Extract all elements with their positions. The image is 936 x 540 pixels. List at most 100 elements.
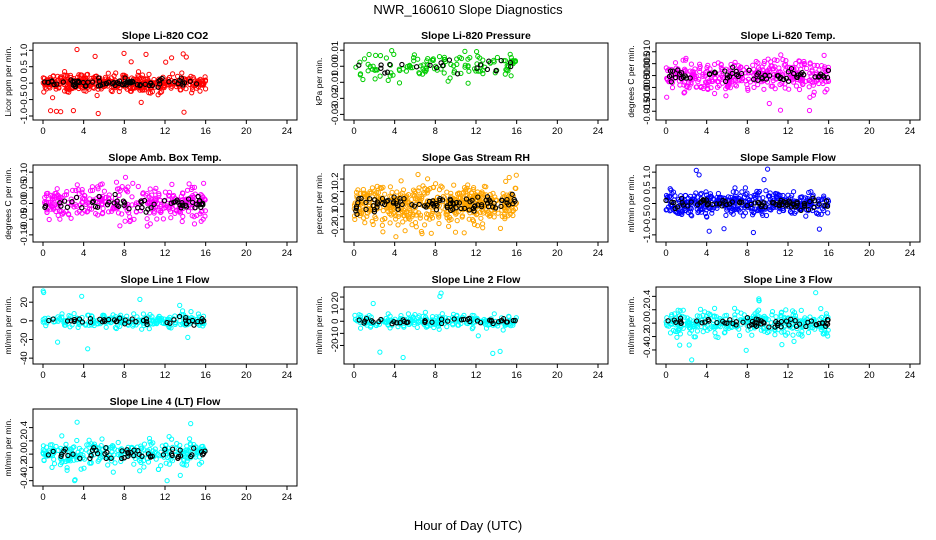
panel-line1: Slope Line 1 Flow 0 4 8 12 16 20 24 -40 -20 0 20 ml/… xyxy=(3,274,298,381)
data-point xyxy=(396,66,402,72)
y-tick-label: 0.000 xyxy=(642,64,653,88)
data-point xyxy=(357,59,363,65)
data-point xyxy=(55,192,61,198)
data-point xyxy=(357,71,364,77)
y-tick-label: -0.5 xyxy=(19,91,30,107)
selected-point xyxy=(735,73,741,80)
data-point xyxy=(425,62,431,68)
selected-point xyxy=(124,79,130,85)
x-tick-label: 12 xyxy=(471,248,482,259)
x-tick-label: 16 xyxy=(823,126,834,137)
panel-title: Slope Li-820 Temp. xyxy=(741,30,836,42)
selected-point xyxy=(64,204,71,210)
selected-point xyxy=(90,198,96,205)
x-tick-label: 0 xyxy=(40,126,45,137)
data-point xyxy=(704,65,710,71)
data-point xyxy=(377,205,383,211)
data-point xyxy=(59,433,65,439)
data-point xyxy=(369,185,375,191)
data-point xyxy=(68,215,74,221)
y-tick-label: 0.4 xyxy=(642,290,653,303)
data-point xyxy=(471,185,477,191)
data-point xyxy=(190,87,196,93)
data-point xyxy=(718,61,724,68)
data-point xyxy=(790,332,796,338)
data-point xyxy=(506,174,512,181)
x-tick-label: 12 xyxy=(160,370,171,381)
selected-point xyxy=(711,69,718,75)
data-point xyxy=(735,63,742,69)
y-tick-label: -10 xyxy=(330,327,341,341)
data-point xyxy=(803,78,809,84)
data-point xyxy=(674,334,680,340)
data-point xyxy=(52,190,58,197)
data-point xyxy=(180,51,186,57)
data-point xyxy=(422,222,428,228)
data-point xyxy=(76,72,82,78)
data-point xyxy=(441,70,447,76)
x-tick-label: 16 xyxy=(200,248,211,259)
data-point xyxy=(672,75,678,81)
data-point xyxy=(55,212,61,218)
data-point xyxy=(761,177,767,183)
data-point xyxy=(819,63,825,69)
data-point xyxy=(167,193,173,199)
x-tick-label: 24 xyxy=(593,126,604,137)
data-point xyxy=(500,327,506,333)
data-point xyxy=(183,462,190,468)
data-point xyxy=(665,67,671,74)
data-point xyxy=(745,87,751,93)
y-axis-label: Licor ppm per min. xyxy=(3,46,13,116)
selected-point xyxy=(126,206,132,212)
data-point xyxy=(358,325,364,331)
data-point xyxy=(664,94,670,100)
selected-point xyxy=(73,194,80,201)
data-point xyxy=(101,188,108,194)
data-point xyxy=(153,456,159,462)
data-point xyxy=(141,464,147,470)
selected-point xyxy=(135,205,141,211)
data-point xyxy=(61,210,67,216)
data-point xyxy=(84,72,90,78)
data-point xyxy=(141,441,148,447)
data-point xyxy=(490,350,496,356)
selected-point xyxy=(121,80,128,87)
x-tick-label: 20 xyxy=(552,126,563,137)
selected-point xyxy=(196,198,202,204)
y-tick-label: 0.005 xyxy=(642,52,653,76)
selected-point xyxy=(783,75,790,82)
data-point xyxy=(417,215,423,221)
selected-point xyxy=(129,78,135,84)
selected-point xyxy=(61,198,68,204)
data-point xyxy=(723,212,729,218)
data-point xyxy=(393,234,399,240)
selected-point xyxy=(166,79,172,85)
selected-point xyxy=(477,62,484,68)
data-point xyxy=(466,68,472,74)
data-point xyxy=(146,199,152,205)
selected-point xyxy=(143,209,149,215)
data-point xyxy=(745,76,752,82)
data-point xyxy=(183,86,189,92)
selected-point xyxy=(148,80,154,87)
data-point xyxy=(411,52,417,58)
x-tick-label: 20 xyxy=(552,248,563,259)
data-point xyxy=(139,326,145,332)
x-tick-label: 8 xyxy=(122,126,127,137)
selected-point xyxy=(181,80,188,86)
data-point xyxy=(761,61,767,67)
x-tick-label: 16 xyxy=(200,370,211,381)
data-point xyxy=(739,189,745,195)
selected-point xyxy=(474,65,480,71)
selected-point xyxy=(183,204,190,210)
selected-point xyxy=(790,70,797,77)
data-point xyxy=(422,309,428,315)
data-point xyxy=(68,74,74,81)
data-point xyxy=(73,187,79,193)
selected-point xyxy=(797,71,804,77)
data-point xyxy=(413,224,419,230)
data-point xyxy=(146,194,152,200)
x-tick-label: 8 xyxy=(745,248,750,259)
